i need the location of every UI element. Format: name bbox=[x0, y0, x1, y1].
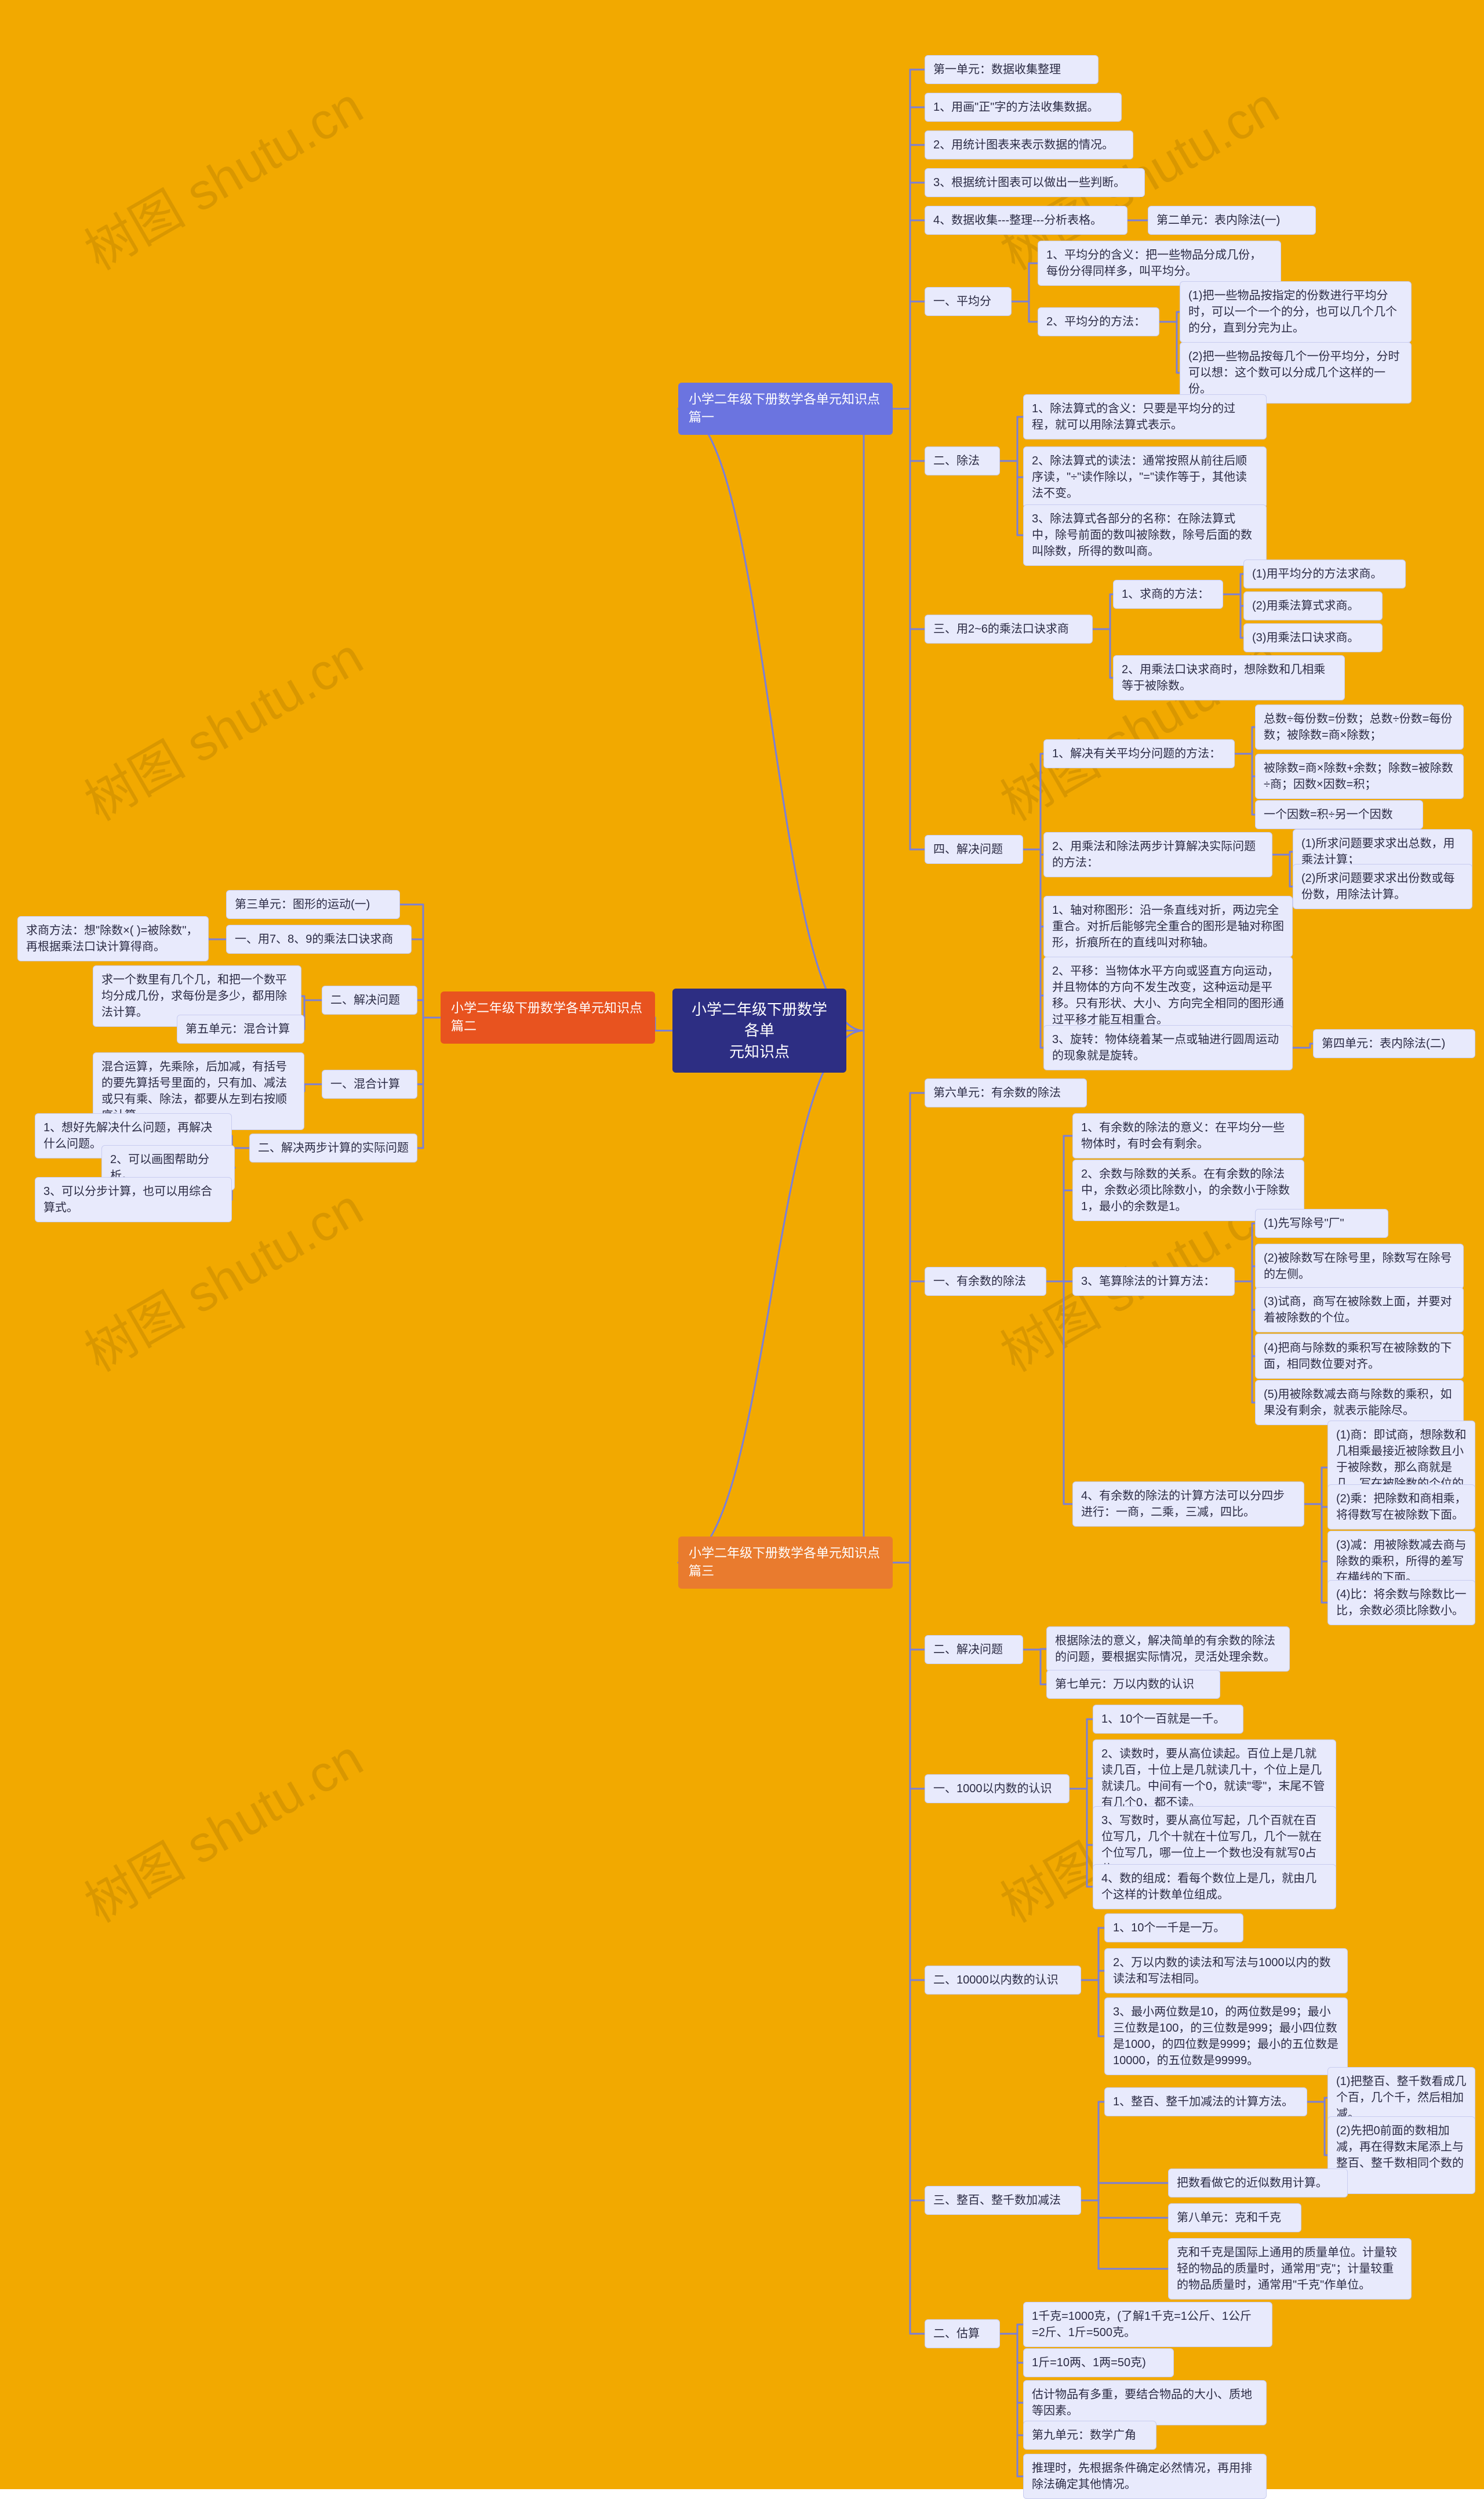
node-p1_s4_1b: 被除数=商×除数+余数；除数=被除数÷商；因数×因数=积； bbox=[1255, 754, 1464, 799]
node-p1_s4_3: 1、轴对称图形：沿一条直线对折，两边完全重合。对折后能够完全重合的图形是轴对称图… bbox=[1043, 896, 1293, 957]
node-p2_s1_1: 求商方法：想"除数×( )=被除数"，再根据乘法口诀计算得商。 bbox=[17, 916, 209, 961]
node-p3_c2: 2、读数时，要从高位读起。百位上是几就读几百，十位上是几就读几十，个位上是几就读… bbox=[1093, 1739, 1336, 1817]
node-p1_u1_1: 1、用画"正"字的方法收集数据。 bbox=[925, 93, 1122, 122]
node-p1_s1: 一、平均分 bbox=[925, 287, 1012, 316]
node-p1_s4_1c: 一个因数=积÷另一个因数 bbox=[1255, 800, 1423, 829]
node-p3_f2: 1斤=10两、1两=50克) bbox=[1023, 2348, 1174, 2377]
node-p1_s3: 三、用2~6的乘法口诀求商 bbox=[925, 615, 1093, 644]
node-p2_s4_3: 3、可以分步计算，也可以用综合算式。 bbox=[35, 1177, 232, 1222]
node-p3_c1: 1、10个一百就是一千。 bbox=[1093, 1705, 1243, 1734]
node-p3_a3d: (4)把商与除数的乘积写在被除数的下面，相同数位要对齐。 bbox=[1255, 1334, 1464, 1379]
node-p1_s4_5u: 第四单元：表内除法(二) bbox=[1313, 1029, 1475, 1058]
node-p1_s3_1a: (1)用平均分的方法求商。 bbox=[1243, 560, 1406, 589]
node-p1_s4_4: 2、平移：当物体水平方向或竖直方向运动，并且物体的方向不发生改变，这种运动是平移… bbox=[1043, 957, 1293, 1034]
node-p2_s1: 一、用7、8、9的乘法口诀求商 bbox=[226, 925, 412, 954]
watermark: 树图 shutu.cn bbox=[70, 66, 374, 284]
node-p1_s1_2a: (1)把一些物品按指定的份数进行平均分时，可以一个一个的分，也可以几个几个的分，… bbox=[1180, 281, 1412, 343]
node-p3_a1: 1、有余数的除法的意义：在平均分一些物体时，有时会有剩余。 bbox=[1072, 1113, 1304, 1158]
node-p3_b: 二、解决问题 bbox=[925, 1635, 1023, 1664]
node-p1_u1_2: 2、用统计图表来表示数据的情况。 bbox=[925, 130, 1133, 159]
node-p2_s3: 一、混合计算 bbox=[322, 1070, 417, 1099]
node-p1_u1_4: 4、数据收集---整理---分析表格。 bbox=[925, 206, 1127, 235]
node-p1_s3_2: 2、用乘法口诀求商时，想除数和几相乘等于被除数。 bbox=[1113, 655, 1345, 700]
node-p1_s4_2: 2、用乘法和除法两步计算解决实际问题的方法： bbox=[1043, 832, 1272, 877]
node-p3_f: 二、估算 bbox=[925, 2319, 1000, 2348]
node-p2_ux: 第三单元：图形的运动(一) bbox=[226, 890, 400, 919]
node-p1_s4_5: 3、旋转：物体绕着某一点或轴进行圆周运动的现象就是旋转。 bbox=[1043, 1025, 1293, 1070]
node-p3_e1: 1、整百、整千加减法的计算方法。 bbox=[1104, 2087, 1307, 2116]
node-root: 小学二年级下册数学各单 元知识点 bbox=[672, 989, 846, 1073]
node-p2_s2: 二、解决问题 bbox=[322, 986, 417, 1015]
node-p3_d: 二、10000以内数的认识 bbox=[925, 1966, 1081, 1995]
node-p1_s1_1: 1、平均分的含义：把一些物品分成几份，每份分得同样多，叫平均分。 bbox=[1038, 241, 1281, 286]
node-p3_d2: 2、万以内数的读法和写法与1000以内的数读法和写法相同。 bbox=[1104, 1948, 1348, 1993]
node-p3_f3: 估计物品有多重，要结合物品的大小、质地等因素。 bbox=[1023, 2380, 1267, 2425]
node-p1_s4_2b: (2)所求问题要求求出份数或每份数，用除法计算。 bbox=[1293, 864, 1472, 909]
node-p3_a4b: (2)乘：把除数和商相乘，将得数写在被除数下面。 bbox=[1327, 1484, 1475, 1530]
node-p3_c: 一、1000以内数的认识 bbox=[925, 1774, 1070, 1803]
node-p3_a3c: (3)试商，商写在被除数上面，并要对着被除数的个位。 bbox=[1255, 1287, 1464, 1332]
node-p3_u7: 第七单元：万以内数的认识 bbox=[1046, 1670, 1220, 1699]
node-p3_a3b: (2)被除数写在除号里，除数写在除号的左侧。 bbox=[1255, 1244, 1464, 1289]
node-p3_a4d: (4)比：将余数与除数比一比，余数必须比除数小。 bbox=[1327, 1580, 1475, 1625]
watermark: 树图 shutu.cn bbox=[70, 616, 374, 835]
node-p2_u5: 第五单元：混合计算 bbox=[177, 1015, 304, 1044]
node-p1_u1_3: 3、根据统计图表可以做出一些判断。 bbox=[925, 168, 1145, 197]
node-p1_s2_3: 3、除法算式各部分的名称：在除法算式中，除号前面的数叫被除数，除号后面的数叫除数… bbox=[1023, 504, 1267, 566]
node-p3_f4: 第九单元：数学广角 bbox=[1023, 2421, 1156, 2450]
node-p2_s4: 二、解决两步计算的实际问题 bbox=[249, 1134, 417, 1163]
node-p1_s2_1: 1、除法算式的含义：只要是平均分的过程，就可以用除法算式表示。 bbox=[1023, 394, 1267, 439]
node-p3_a: 一、有余数的除法 bbox=[925, 1267, 1046, 1296]
node-p3_e: 三、整百、整千数加减法 bbox=[925, 2186, 1081, 2215]
mindmap-canvas: 树图 shutu.cn树图 shutu.cn树图 shutu.cn树图 shut… bbox=[0, 0, 1484, 2489]
node-p3_e4: 克和千克是国际上通用的质量单位。计量较轻的物品的质量时，通常用"克"；计量较重的… bbox=[1168, 2238, 1412, 2300]
node-p3_a3: 3、笔算除法的计算方法： bbox=[1072, 1267, 1235, 1296]
node-p3_f5: 推理时，先根据条件确定必然情况，再用排除法确定其他情况。 bbox=[1023, 2454, 1267, 2499]
node-p3_f1: 1千克=1000克，(了解1千克=1公斤、1公斤=2斤、1斤=500克。 bbox=[1023, 2302, 1272, 2347]
node-p3_u6: 第六单元：有余数的除法 bbox=[925, 1078, 1087, 1107]
node-p3_a3a: (1)先写除号"厂" bbox=[1255, 1209, 1388, 1238]
node-p3_e2: 把数看做它的近似数用计算。 bbox=[1168, 2169, 1348, 2197]
node-p1_u2: 第二单元：表内除法(一) bbox=[1148, 206, 1316, 235]
node-p3_c4: 4、数的组成：看每个数位上是几，就由几个这样的计数单位组成。 bbox=[1093, 1864, 1336, 1909]
node-p2: 小学二年级下册数学各单元知识点 篇二 bbox=[441, 991, 655, 1044]
watermark: 树图 shutu.cn bbox=[70, 1718, 374, 1937]
node-p3_e1b: (2)先把0前面的数相加减，再在得数末尾添上与整百、整千数相同个数的0。 bbox=[1327, 2116, 1475, 2194]
node-p1_u1: 第一单元：数据收集整理 bbox=[925, 55, 1099, 84]
node-p3_d1: 1、10个一千是一万。 bbox=[1104, 1913, 1243, 1942]
node-p1_s4: 四、解决问题 bbox=[925, 835, 1023, 864]
node-p3_e3: 第八单元：克和千克 bbox=[1168, 2203, 1301, 2232]
node-p1_s3_1c: (3)用乘法口诀求商。 bbox=[1243, 623, 1383, 652]
node-p1_s3_1: 1、求商的方法： bbox=[1113, 580, 1223, 609]
node-p3_a3e: (5)用被除数减去商与除数的乘积，如果没有剩余，就表示能除尽。 bbox=[1255, 1380, 1464, 1425]
node-p1: 小学二年级下册数学各单元知识点 篇一 bbox=[678, 383, 893, 435]
node-p1_s4_1: 1、解决有关平均分问题的方法： bbox=[1043, 739, 1235, 768]
node-p3: 小学二年级下册数学各单元知识点 篇三 bbox=[678, 1537, 893, 1589]
node-p1_s4_1a: 总数÷每份数=份数；总数÷份数=每份数；被除数=商×除数； bbox=[1255, 704, 1464, 750]
node-p1_s1_2: 2、平均分的方法： bbox=[1038, 307, 1159, 336]
node-p1_s2_2: 2、除法算式的读法：通常按照从前往后顺序读，"÷"读作除以，"="读作等于，其他… bbox=[1023, 446, 1267, 508]
node-p3_a4: 4、有余数的除法的计算方法可以分四步进行：一商，二乘，三减，四比。 bbox=[1072, 1481, 1304, 1527]
node-p1_s2: 二、除法 bbox=[925, 446, 1000, 475]
node-p3_d3: 3、最小两位数是10，的两位数是99；最小三位数是100，的三位数是999；最小… bbox=[1104, 1997, 1348, 2075]
node-p3_b1: 根据除法的意义，解决简单的有余数的除法的问题，要根据实际情况，灵活处理余数。 bbox=[1046, 1626, 1290, 1672]
node-p1_s3_1b: (2)用乘法算式求商。 bbox=[1243, 591, 1383, 620]
